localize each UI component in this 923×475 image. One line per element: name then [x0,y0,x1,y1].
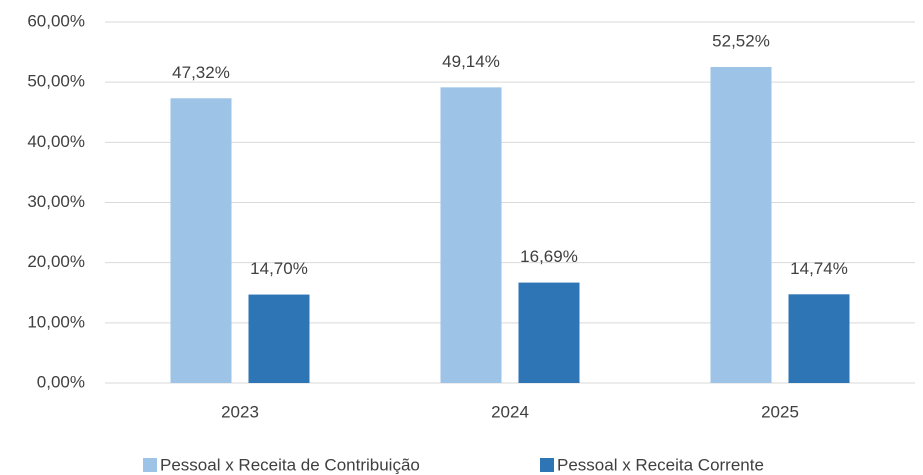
y-tick-label: 20,00% [27,252,85,271]
y-tick-label: 0,00% [37,372,85,391]
bar [248,294,310,383]
legend-swatch [143,458,157,472]
bar [710,67,772,383]
data-label: 49,14% [442,52,500,71]
legend-swatch [540,458,554,472]
legend-label: Pessoal x Receita Corrente [557,455,764,474]
data-label: 14,74% [790,259,848,278]
y-tick-label: 60,00% [27,11,85,30]
data-label: 52,52% [712,31,770,50]
bar [440,87,502,383]
x-tick-label: 2024 [491,402,529,421]
x-tick-label: 2023 [221,402,259,421]
y-tick-label: 10,00% [27,312,85,331]
x-tick-label: 2025 [761,402,799,421]
data-label: 47,32% [172,63,230,82]
y-tick-label: 50,00% [27,72,85,91]
data-label: 16,69% [520,247,578,266]
legend-label: Pessoal x Receita de Contribuição [160,455,420,474]
y-tick-label: 40,00% [27,132,85,151]
bar [170,98,232,384]
bar [788,294,850,383]
data-label: 14,70% [250,259,308,278]
bar [518,282,580,383]
y-tick-label: 30,00% [27,192,85,211]
